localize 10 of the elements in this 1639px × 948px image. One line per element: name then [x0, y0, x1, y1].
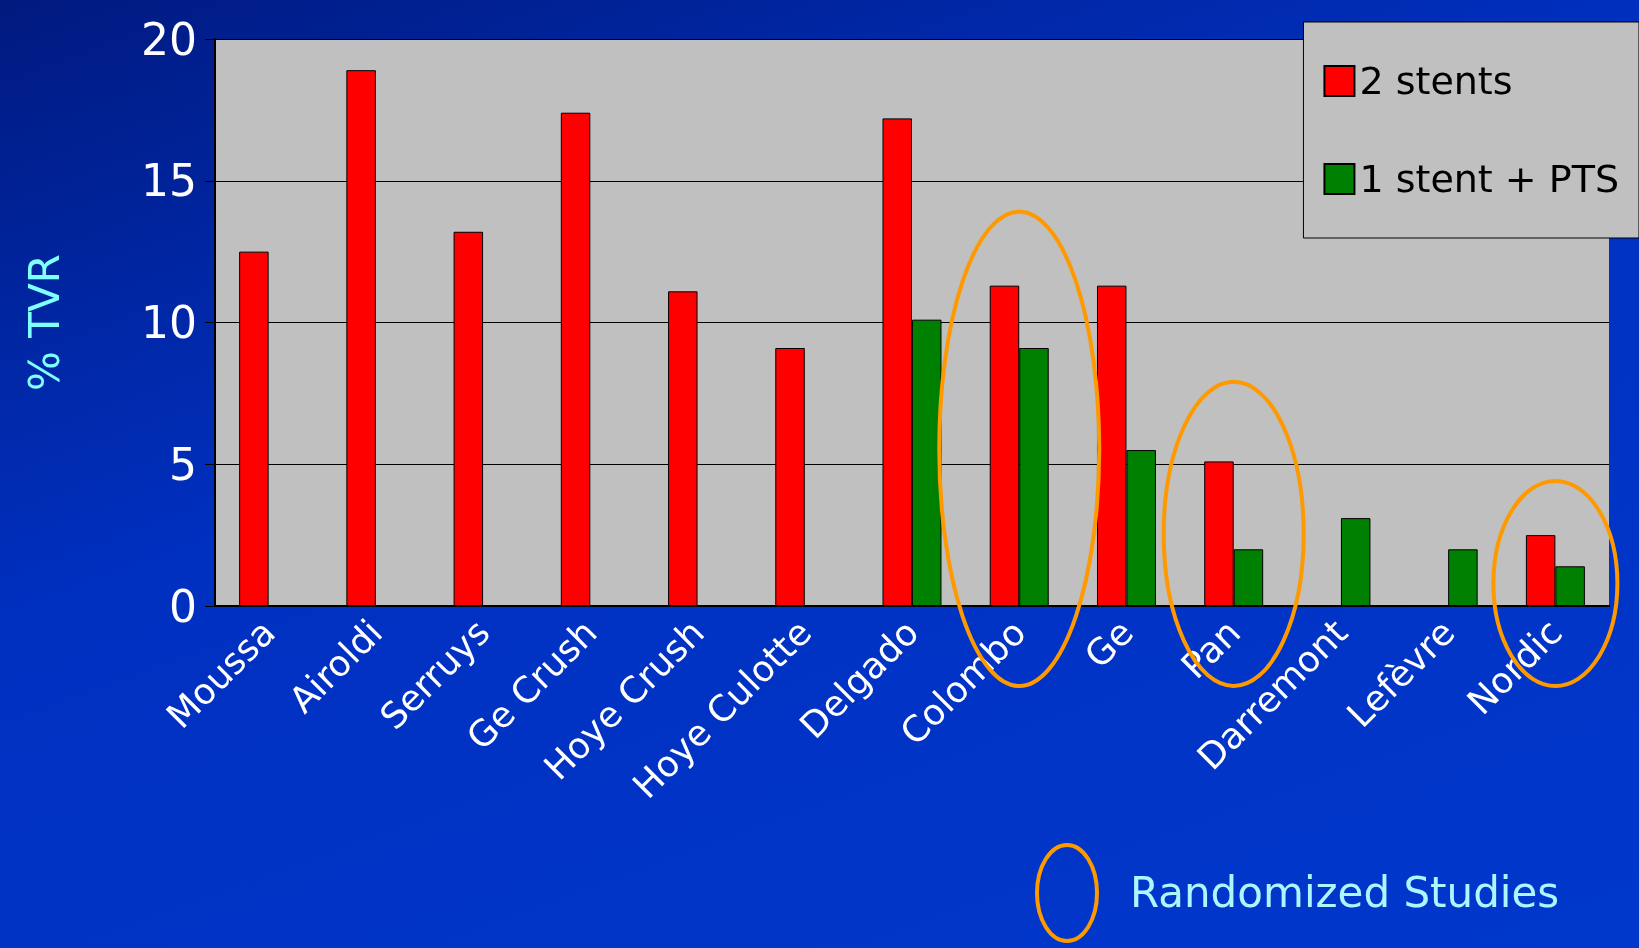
y-tick-label: 20	[141, 13, 197, 65]
y-tick-label: 5	[169, 438, 197, 490]
x-tick-label: Ge	[1076, 611, 1141, 676]
legend-label: 1 stent + PTS	[1359, 157, 1619, 201]
legend-label: 2 stents	[1359, 59, 1513, 103]
y-tick-label: 0	[169, 580, 197, 632]
text: Randomized Studies	[1130, 868, 1560, 917]
y-tick-label: 15	[141, 155, 197, 207]
y-tick-label: 10	[141, 297, 197, 348]
y-axis-title: % TVR	[19, 254, 69, 391]
